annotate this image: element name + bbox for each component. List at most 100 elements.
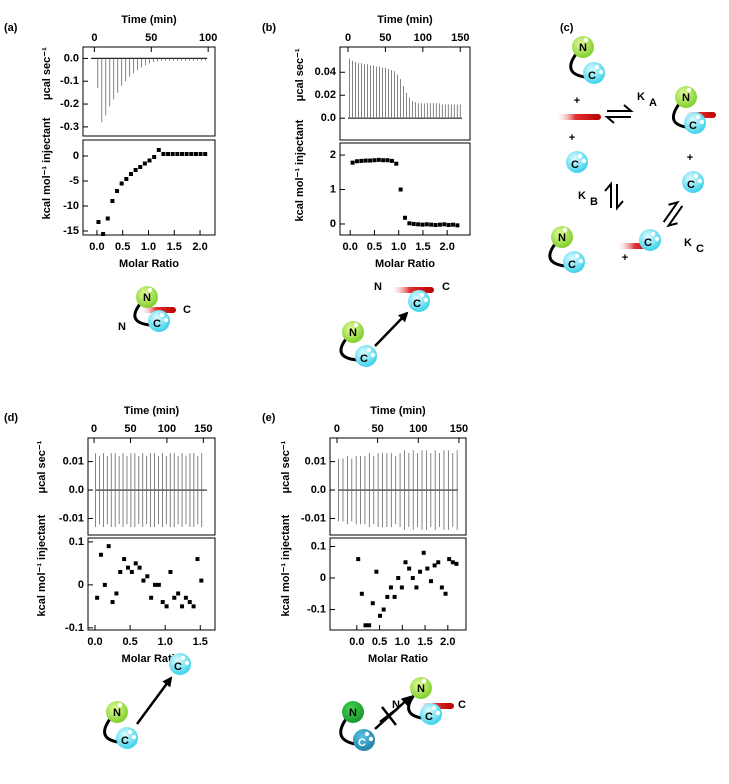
linker xyxy=(671,103,687,129)
data-point xyxy=(203,152,208,156)
highlight xyxy=(370,352,376,358)
y-tick-label: 0.01 xyxy=(305,456,326,468)
x-tick-label: 1.0 xyxy=(395,636,410,648)
x-axis-label: Molar Ratio xyxy=(375,258,435,270)
highlight xyxy=(697,178,703,184)
y-tick-label: -15 xyxy=(63,225,79,237)
data-point xyxy=(385,594,390,599)
data-point xyxy=(436,560,441,565)
y-tick-label: 0.1 xyxy=(311,540,326,552)
data-point xyxy=(454,561,459,566)
peptide xyxy=(390,287,434,293)
highlight xyxy=(353,322,359,328)
data-point xyxy=(176,591,181,596)
data-point xyxy=(193,152,198,156)
equilibrium-arrow xyxy=(616,184,624,211)
y-tick-label: 0.01 xyxy=(63,456,84,468)
data-point xyxy=(396,576,401,581)
x-tick-label: 100 xyxy=(409,423,427,435)
data-point xyxy=(439,585,444,590)
linker xyxy=(569,53,586,79)
highlight xyxy=(368,736,374,742)
data-point xyxy=(189,152,194,156)
data-point xyxy=(370,601,375,606)
y-tick-label: -0.2 xyxy=(60,98,79,110)
data-point xyxy=(180,604,185,609)
plot-frame xyxy=(87,437,216,536)
x-tick-label: 50 xyxy=(145,32,157,44)
highlight xyxy=(577,153,583,159)
highlight xyxy=(598,69,604,75)
highlight xyxy=(421,678,427,684)
plot-frame xyxy=(339,142,471,236)
x-tick-label: 0 xyxy=(334,423,340,435)
diagram-label: C xyxy=(571,159,579,171)
data-point xyxy=(95,595,100,600)
data-point xyxy=(416,222,421,227)
highlight xyxy=(650,231,656,237)
diagram-label: + xyxy=(574,95,580,107)
data-point xyxy=(147,158,152,163)
panel-label: (a) xyxy=(4,22,18,34)
c-domain xyxy=(169,653,191,675)
data-point xyxy=(451,222,456,227)
x-tick-label: 2.0 xyxy=(440,241,455,253)
highlight xyxy=(562,227,568,233)
data-point xyxy=(368,158,373,163)
data-point xyxy=(198,152,203,156)
diagram-label: C xyxy=(121,735,129,747)
diagram-label: C xyxy=(458,699,466,711)
data-point xyxy=(424,222,429,227)
data-point xyxy=(350,160,355,165)
linker xyxy=(339,718,356,746)
highlight xyxy=(180,655,186,661)
data-point xyxy=(156,148,161,152)
highlight xyxy=(693,173,699,179)
plot-frame xyxy=(82,46,216,137)
highlight xyxy=(163,317,169,323)
y-tick-label: 2 xyxy=(330,149,336,161)
x-tick-label: 1.0 xyxy=(141,241,156,253)
diagram-label: B xyxy=(590,196,598,208)
plot-frame xyxy=(329,437,467,536)
x-tick-label: 50 xyxy=(124,423,136,435)
diagram-label: + xyxy=(569,132,575,144)
data-point xyxy=(129,569,134,574)
x-tick-label: 50 xyxy=(372,423,384,435)
diagram-label: N xyxy=(558,232,566,244)
x-tick-label: 50 xyxy=(379,32,391,44)
highlight xyxy=(695,114,701,120)
y-tick-label: 0.0 xyxy=(311,484,326,496)
data-point xyxy=(372,158,377,163)
y-axis-label: kcal mol⁻¹ injectant xyxy=(41,117,53,219)
c-domain xyxy=(355,345,377,367)
data-point xyxy=(374,569,379,574)
data-point xyxy=(115,189,120,193)
data-point xyxy=(141,578,146,583)
diagram-label: N xyxy=(579,42,587,54)
data-point xyxy=(195,557,200,562)
data-point xyxy=(398,187,403,192)
y-axis-label: kcal mol⁻¹ injectant xyxy=(280,514,292,616)
data-point xyxy=(124,177,129,181)
y-tick-label: 0.0 xyxy=(321,112,336,124)
data-point xyxy=(96,220,101,224)
data-point xyxy=(98,552,103,557)
highlight xyxy=(435,710,441,716)
highlight xyxy=(699,119,705,125)
y-axis-label: kcal mol⁻¹ injectant xyxy=(294,119,306,221)
diagram-label: C xyxy=(174,661,182,673)
data-point xyxy=(199,578,204,583)
data-point xyxy=(381,607,386,612)
highlight xyxy=(117,702,123,708)
y-tick-label: -0.3 xyxy=(60,121,79,133)
y-tick-label: 1 xyxy=(330,183,336,195)
data-point xyxy=(432,563,437,568)
diagram-label: C xyxy=(153,318,161,330)
c-domain xyxy=(353,729,375,751)
x-tick-label: 150 xyxy=(451,32,469,44)
data-point xyxy=(101,232,106,236)
data-point xyxy=(161,152,166,156)
data-point xyxy=(389,158,394,163)
